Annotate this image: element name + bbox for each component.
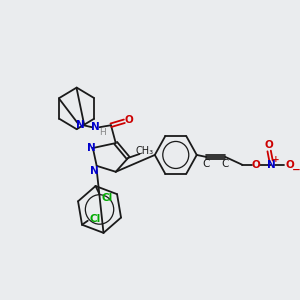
Text: N: N [76,120,85,130]
Text: Cl: Cl [101,193,112,203]
Text: O: O [286,160,295,170]
Text: −: − [292,165,300,175]
Text: O: O [125,115,134,125]
Text: N: N [90,166,99,176]
Text: O: O [251,160,260,170]
Text: Cl: Cl [90,214,101,224]
Text: C: C [202,159,210,169]
Text: N: N [267,160,275,170]
Text: H: H [99,128,106,137]
Text: N: N [87,143,95,153]
Text: N: N [92,122,100,132]
Text: C: C [222,159,229,169]
Text: O: O [265,140,274,150]
Text: +: + [272,155,280,164]
Text: CH₃: CH₃ [135,146,153,156]
